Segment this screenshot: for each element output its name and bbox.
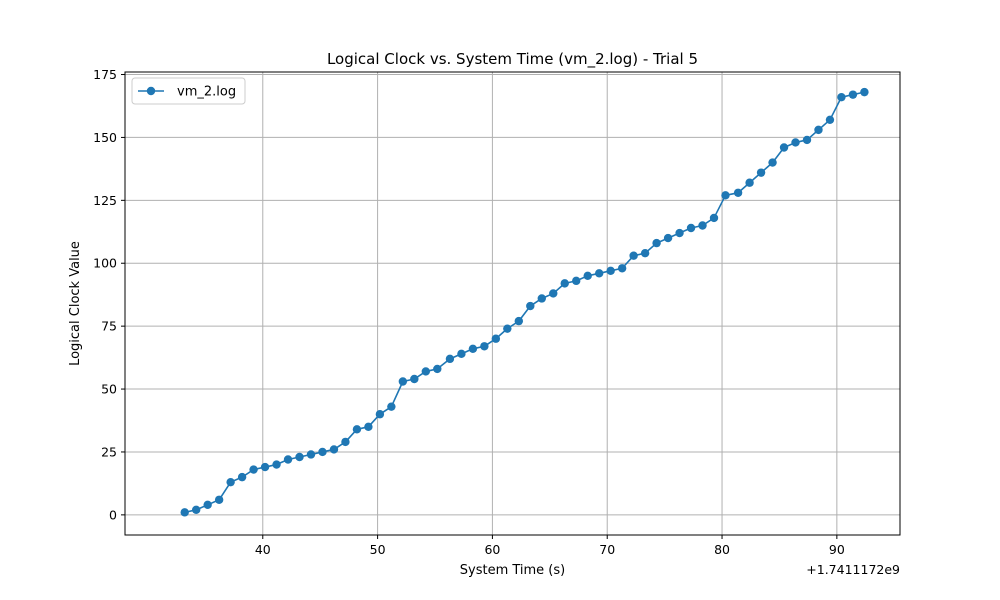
data-point [814,125,823,135]
data-point [709,213,719,223]
data-point [503,324,512,333]
x-tick-label: 40 [255,542,271,557]
legend-label: vm_2.log [177,85,236,100]
data-point [295,452,304,462]
data-point [480,342,489,351]
data-point [249,465,258,474]
data-point [733,188,743,197]
x-tick-label: 50 [370,542,386,557]
x-axis-label: System Time (s) [460,563,565,578]
data-point [686,223,696,233]
plot-area [125,72,900,535]
data-point [640,248,650,258]
data-point [421,367,431,376]
data-point [329,445,339,454]
data-point [352,425,362,434]
data-point [191,505,201,515]
data-point [203,500,212,509]
x-tick-label: 80 [714,542,730,557]
data-point [745,178,754,187]
data-point [364,422,373,431]
data-point [445,354,455,364]
data-point [180,508,189,517]
y-tick-label: 150 [93,130,117,145]
data-point [226,477,235,487]
data-point [617,264,627,273]
y-tick-label: 100 [93,256,117,271]
y-tick-label: 0 [109,507,117,522]
x-tick-label: 90 [829,542,845,557]
data-point [491,334,501,343]
y-tick-label: 25 [101,444,117,459]
y-tick-label: 75 [101,319,117,334]
data-point [375,410,385,419]
series-layer [180,87,869,517]
data-point [768,158,777,167]
y-tick-label: 125 [93,193,117,208]
legend: vm_2.log [131,77,246,105]
legend-box [131,77,246,105]
data-point [457,349,466,359]
data-point [583,271,592,281]
data-point [663,233,673,243]
data-point [837,92,846,102]
data-point [825,115,835,125]
data-point [791,138,800,147]
data-point [860,87,869,97]
ticks: 40 50 60 70 80 90 0 25 50 75 100 125 150 175 [93,67,845,557]
data-point [549,289,558,298]
data-point [433,364,442,374]
data-point [537,294,546,303]
data-point [802,135,812,145]
data-point [848,90,858,99]
data-point [214,495,224,504]
data-point [283,455,293,464]
data-point [629,251,638,260]
y-axis-label: Logical Clock Value [68,241,83,366]
data-point [237,472,247,482]
data-point [398,377,408,386]
data-point [779,143,789,152]
chart-title: Logical Clock vs. System Time (vm_2.log)… [327,50,698,69]
data-point [698,221,707,230]
y-tick-label: 175 [93,67,117,82]
x-axis-offset-label: +1.7411172e9 [806,562,900,577]
data-point [594,269,604,278]
y-tick-label: 50 [101,382,117,397]
data-point [387,402,396,411]
data-point [560,279,569,288]
data-point [468,344,478,353]
data-point [526,301,535,311]
data-point [260,462,270,472]
data-point [514,316,524,326]
data-point [675,228,684,238]
data-point [318,447,327,457]
data-point [721,191,730,200]
data-point [272,460,281,469]
data-point [652,238,661,248]
plot-frame [124,71,901,536]
data-point [306,450,316,459]
data-point [410,374,419,384]
x-tick-label: 70 [599,542,615,557]
data-point [756,168,766,177]
data-point [341,437,350,447]
data-point [572,276,581,286]
legend-marker [146,86,156,96]
data-point [606,266,615,275]
x-tick-label: 60 [484,542,500,557]
